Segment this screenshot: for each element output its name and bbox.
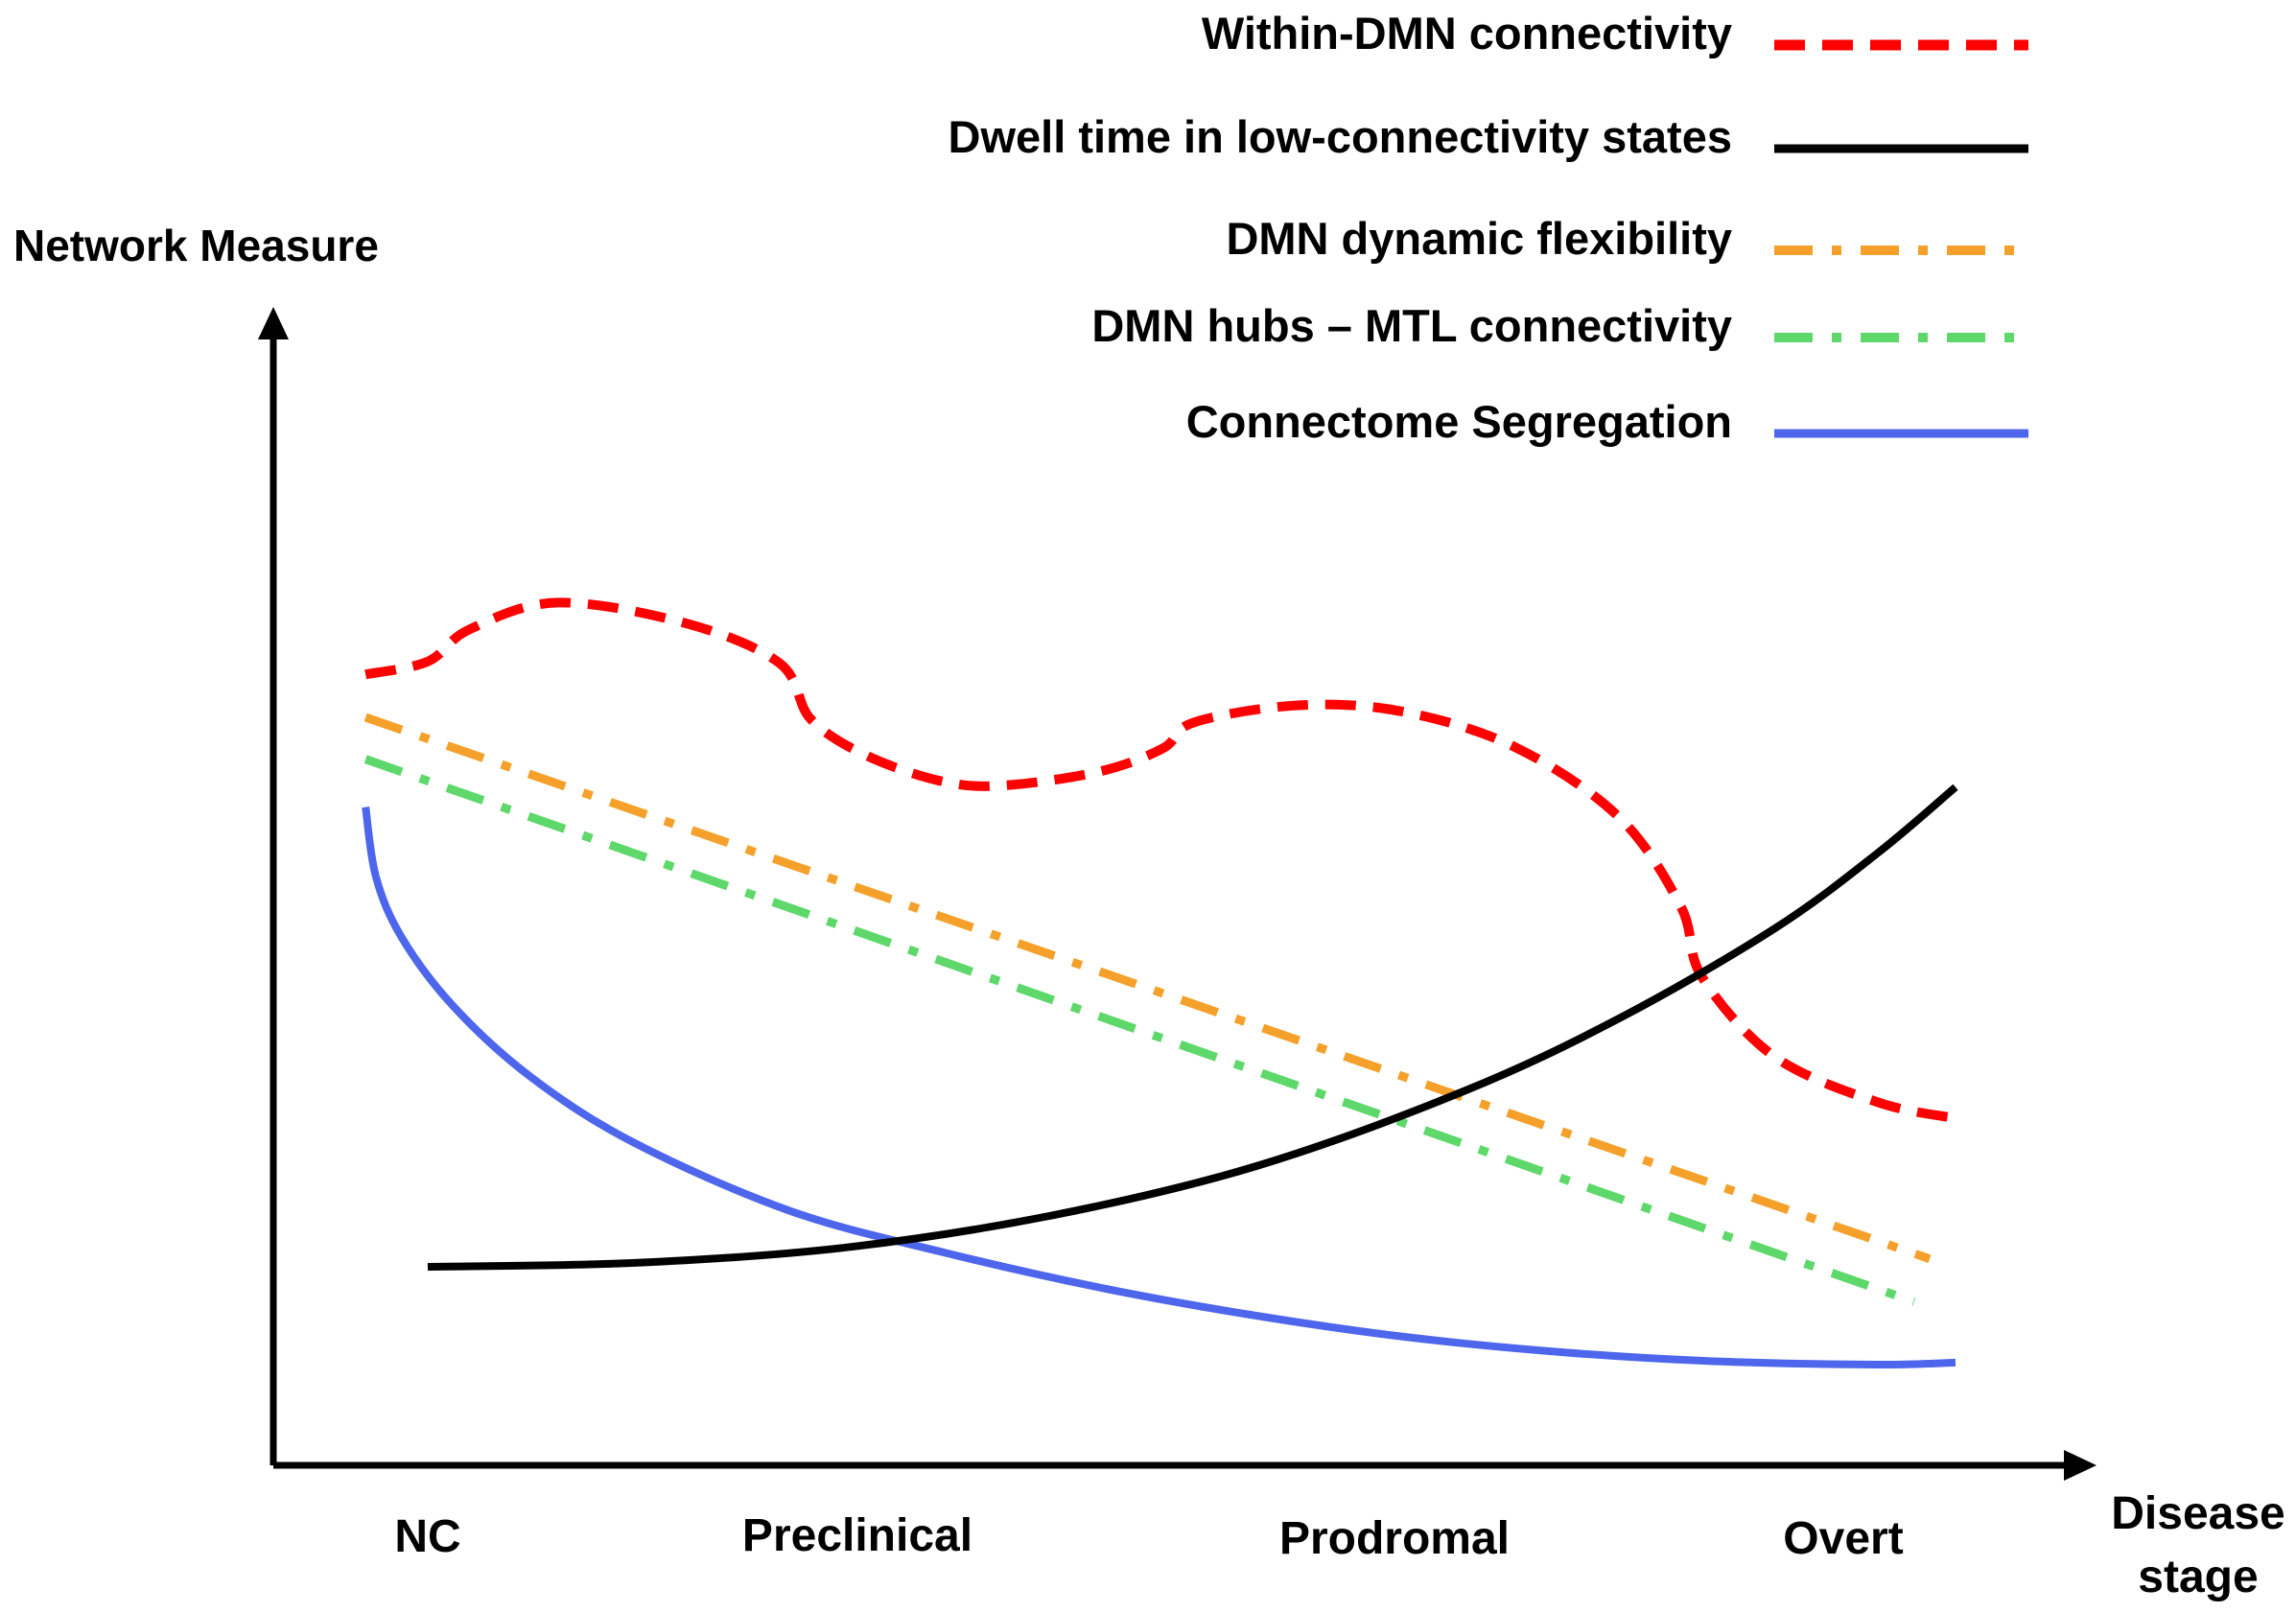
series-line-1 bbox=[427, 783, 1958, 1271]
x-tick-label-3: Overt bbox=[1783, 1513, 1903, 1564]
axes bbox=[258, 307, 2097, 1481]
x-axis-label-line-1: Disease bbox=[2111, 1488, 2284, 1539]
legend: Within-DMN connectivity Dwell time in low… bbox=[949, 8, 2028, 447]
y-axis-arrowhead bbox=[258, 307, 289, 339]
series-line-3 bbox=[363, 755, 1916, 1306]
axis-labels: Network Measure Disease stage bbox=[13, 221, 2285, 1602]
legend-label-2: DMN dynamic flexibility bbox=[1226, 213, 1732, 264]
series-line-2 bbox=[363, 713, 1932, 1263]
x-tick-labels: NC Preclinical Prodromal Overt bbox=[394, 1510, 1903, 1564]
data-series bbox=[362, 597, 1958, 1369]
legend-label-0: Within-DMN connectivity bbox=[1202, 8, 1732, 58]
y-axis-label: Network Measure bbox=[13, 221, 379, 270]
x-tick-label-1: Preclinical bbox=[742, 1510, 972, 1561]
legend-label-3: DMN hubs – MTL connectivity bbox=[1091, 300, 1732, 351]
legend-label-4: Connectome Segregation bbox=[1186, 396, 1732, 447]
x-tick-label-0: NC bbox=[394, 1511, 460, 1562]
x-tick-label-2: Prodromal bbox=[1279, 1513, 1510, 1564]
series-line-0 bbox=[364, 597, 1957, 1124]
legend-label-1: Dwell time in low-connectivity states bbox=[949, 111, 1732, 162]
series-line-4 bbox=[362, 806, 1956, 1369]
x-axis-label-line-2: stage bbox=[2138, 1552, 2258, 1602]
x-axis-arrowhead bbox=[2064, 1450, 2097, 1481]
